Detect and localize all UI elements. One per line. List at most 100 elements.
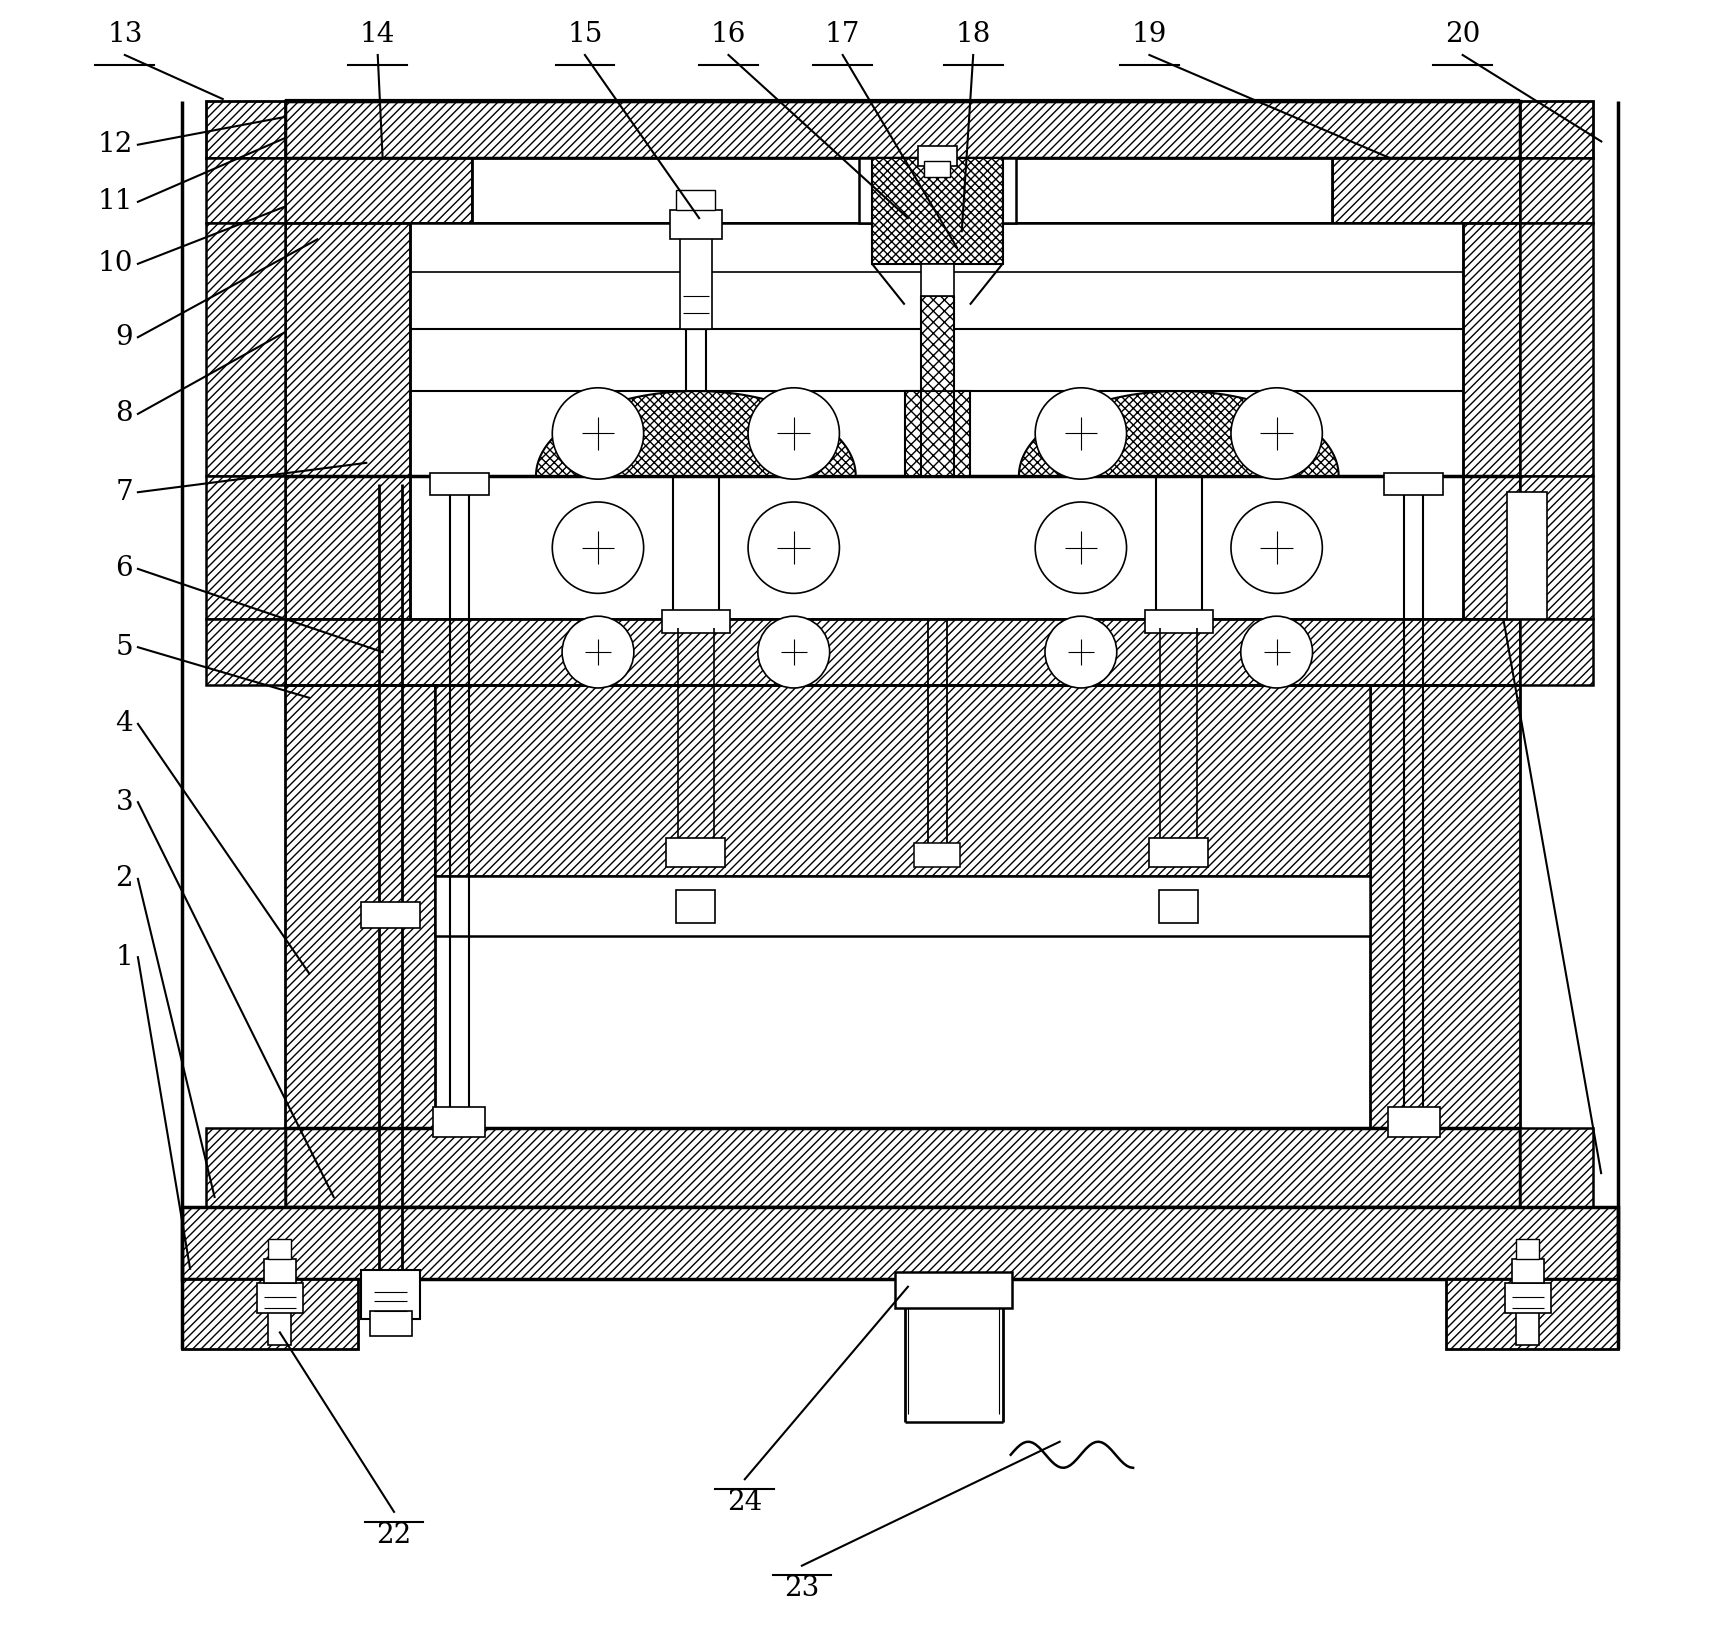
Text: 14: 14 xyxy=(361,21,395,49)
Bar xyxy=(1331,157,1520,223)
Bar xyxy=(1505,1283,1551,1313)
Text: 6: 6 xyxy=(115,555,132,583)
Bar xyxy=(1512,1259,1544,1283)
Text: 22: 22 xyxy=(376,1522,412,1549)
Bar xyxy=(921,296,953,391)
Text: 9: 9 xyxy=(115,324,132,350)
Circle shape xyxy=(562,616,634,688)
Bar xyxy=(667,838,725,868)
Bar xyxy=(1388,1107,1440,1136)
Bar xyxy=(430,473,488,496)
Bar xyxy=(1520,157,1593,223)
Bar xyxy=(285,157,472,223)
Bar xyxy=(924,160,950,177)
Bar xyxy=(472,157,1331,223)
Bar xyxy=(361,1270,421,1319)
Text: 24: 24 xyxy=(727,1490,763,1516)
Circle shape xyxy=(1036,503,1127,593)
Polygon shape xyxy=(536,391,856,476)
Bar xyxy=(206,157,285,223)
Bar xyxy=(1520,476,1593,619)
Text: 17: 17 xyxy=(825,21,861,49)
Bar xyxy=(680,223,713,329)
Bar xyxy=(206,619,285,684)
Bar xyxy=(369,1311,412,1336)
Bar xyxy=(895,1272,1012,1308)
Bar xyxy=(1520,100,1593,157)
Bar xyxy=(433,1107,486,1136)
Circle shape xyxy=(551,388,644,480)
Bar xyxy=(206,223,285,476)
Bar xyxy=(435,876,1369,936)
Bar xyxy=(859,157,1015,223)
Bar xyxy=(677,190,715,210)
Text: 19: 19 xyxy=(1132,21,1167,49)
Bar xyxy=(670,210,722,239)
Bar xyxy=(285,100,1520,157)
Bar xyxy=(1517,1278,1539,1346)
Circle shape xyxy=(1232,388,1323,480)
Circle shape xyxy=(758,616,830,688)
Bar xyxy=(1160,891,1199,923)
Circle shape xyxy=(747,503,840,593)
Bar xyxy=(1144,609,1213,632)
Bar xyxy=(1517,1239,1539,1259)
Bar xyxy=(435,684,1369,876)
Bar xyxy=(1507,493,1548,619)
Bar xyxy=(1447,1278,1618,1349)
Text: 2: 2 xyxy=(115,866,132,892)
Text: 13: 13 xyxy=(107,21,143,49)
Bar xyxy=(1149,838,1208,868)
Circle shape xyxy=(1232,503,1323,593)
Bar xyxy=(285,223,1520,476)
Polygon shape xyxy=(1019,391,1338,476)
Bar xyxy=(411,223,1462,476)
Bar xyxy=(206,100,285,157)
Text: 12: 12 xyxy=(98,131,132,159)
Bar xyxy=(206,1128,285,1206)
Bar xyxy=(285,476,1520,619)
Text: 16: 16 xyxy=(711,21,746,49)
Circle shape xyxy=(551,503,644,593)
Text: 15: 15 xyxy=(567,21,603,49)
Bar xyxy=(921,264,953,296)
Bar xyxy=(285,619,1520,684)
Text: 11: 11 xyxy=(98,188,132,216)
Text: 8: 8 xyxy=(115,401,132,427)
Bar xyxy=(677,891,715,923)
Text: 20: 20 xyxy=(1445,21,1481,49)
Bar xyxy=(182,1206,1618,1278)
Text: 23: 23 xyxy=(785,1575,819,1603)
Text: 4: 4 xyxy=(115,710,132,737)
Text: 3: 3 xyxy=(115,789,132,815)
Text: 7: 7 xyxy=(115,478,132,506)
Circle shape xyxy=(1036,388,1127,480)
Bar xyxy=(263,1259,295,1283)
Bar xyxy=(268,1278,292,1346)
Bar xyxy=(873,157,1003,264)
Bar xyxy=(917,146,957,165)
Text: 1: 1 xyxy=(115,943,132,971)
Circle shape xyxy=(747,388,840,480)
Bar xyxy=(268,1239,292,1259)
Bar xyxy=(914,843,960,868)
Bar xyxy=(258,1283,302,1313)
Bar xyxy=(411,476,1462,619)
Circle shape xyxy=(1240,616,1313,688)
Bar xyxy=(1520,619,1593,684)
Text: 18: 18 xyxy=(955,21,991,49)
Bar xyxy=(1520,223,1593,476)
Circle shape xyxy=(1045,616,1117,688)
Bar xyxy=(285,1128,1520,1206)
Bar xyxy=(361,902,421,928)
Bar xyxy=(182,1278,357,1349)
Bar xyxy=(1369,684,1520,1128)
Bar xyxy=(206,476,285,619)
Text: 10: 10 xyxy=(98,250,132,277)
Bar xyxy=(1385,473,1443,496)
Bar xyxy=(661,609,730,632)
Text: 5: 5 xyxy=(115,634,132,661)
Bar xyxy=(1520,1128,1593,1206)
Bar xyxy=(905,391,971,476)
Bar xyxy=(285,684,435,1128)
